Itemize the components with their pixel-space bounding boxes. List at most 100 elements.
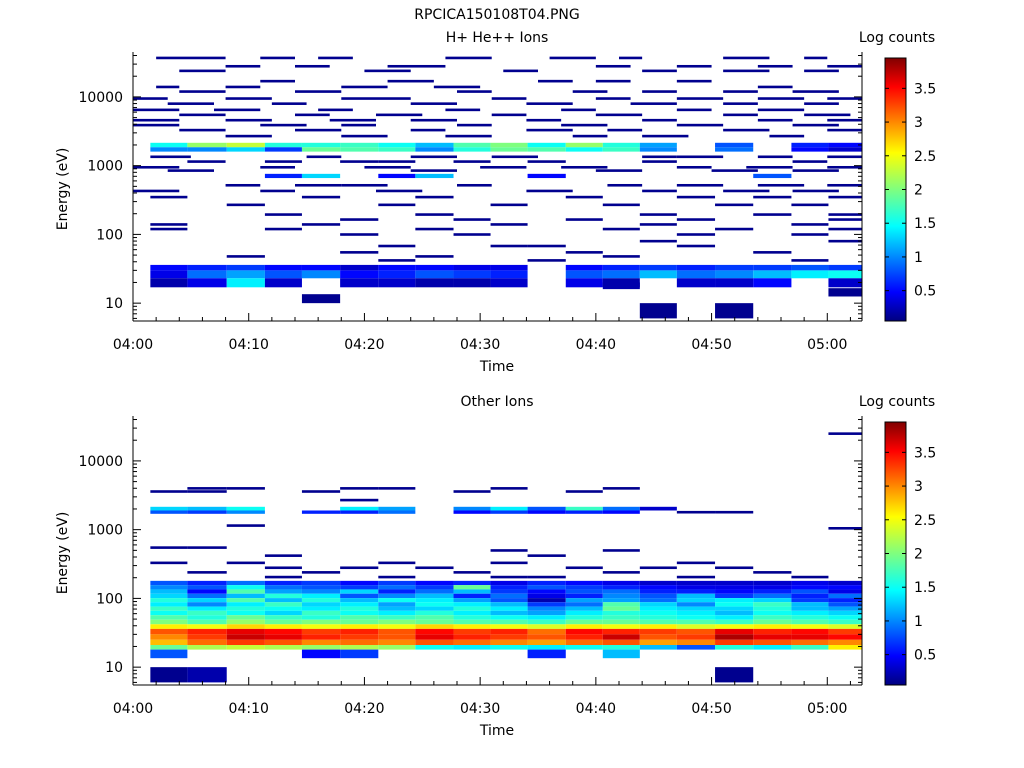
- heatmap-cell: [565, 589, 603, 594]
- x-tick-label: 04:20: [344, 701, 384, 717]
- energy-trace: [792, 123, 839, 127]
- heatmap-cell: [676, 598, 716, 603]
- energy-trace: [410, 118, 457, 122]
- energy-trace: [715, 227, 754, 231]
- heatmap-cell: [264, 173, 302, 179]
- colorbar-tick-label: 3: [914, 479, 923, 495]
- heatmap-cell: [828, 580, 862, 586]
- heatmap-cell: [565, 644, 603, 650]
- heatmap-cell: [264, 628, 302, 635]
- heatmap-cell: [264, 598, 302, 603]
- heatmap-cell: [676, 264, 716, 271]
- heatmap-cell: [602, 282, 640, 290]
- heatmap-cell: [753, 589, 792, 594]
- heatmap-cell: [415, 628, 454, 635]
- energy-trace: [301, 490, 341, 493]
- energy-trace: [150, 195, 188, 199]
- energy-trace: [792, 160, 828, 163]
- heatmap-cell: [527, 593, 566, 599]
- heatmap-cell: [301, 510, 341, 514]
- energy-trace: [187, 571, 227, 574]
- energy-trace: [595, 169, 643, 172]
- heatmap-cell: [150, 589, 188, 594]
- heatmap-cell: [226, 589, 265, 594]
- heatmap-cell: [753, 598, 792, 603]
- energy-trace: [723, 69, 770, 73]
- heatmap-cell: [187, 585, 227, 590]
- heatmap-cell: [527, 598, 566, 603]
- heatmap-cell: [453, 264, 491, 271]
- heatmap-cell: [226, 602, 265, 607]
- energy-trace: [538, 79, 573, 83]
- colorbar-tick-label: 3.5: [914, 445, 936, 461]
- heatmap-cell: [527, 510, 566, 514]
- heatmap-cell: [828, 619, 862, 625]
- heatmap-cell: [791, 610, 829, 616]
- heatmap-cell: [150, 506, 188, 511]
- heatmap-cell: [565, 278, 603, 288]
- heatmap-cell: [150, 598, 188, 603]
- energy-trace: [150, 223, 188, 226]
- heatmap-cell: [490, 506, 528, 511]
- energy-trace: [453, 233, 491, 236]
- panel-other-ions: Other Ions Log counts Energy (eV) Time 0…: [55, 394, 936, 739]
- heatmap-cell: [187, 264, 227, 271]
- heatmap-cell: [150, 278, 188, 288]
- heatmap-cell: [264, 615, 302, 620]
- heatmap-cell: [602, 644, 640, 650]
- heatmap-cell: [715, 264, 754, 271]
- energy-trace: [753, 251, 792, 254]
- heatmap-cell: [828, 278, 862, 288]
- heatmap-cell: [828, 264, 862, 271]
- heatmap-cell: [828, 644, 862, 650]
- energy-trace: [445, 56, 492, 60]
- energy-trace: [415, 213, 454, 216]
- heatmap-cell: [340, 619, 379, 625]
- energy-trace: [490, 549, 528, 552]
- heatmap-cell: [226, 585, 265, 590]
- heatmap-cell: [340, 593, 379, 599]
- energy-trace: [410, 155, 457, 159]
- heatmap-cell: [301, 615, 341, 620]
- heatmap-cell: [378, 589, 416, 594]
- heatmap-cell: [378, 615, 416, 620]
- energy-trace: [187, 490, 227, 493]
- heatmap-cell: [602, 610, 640, 616]
- heatmap-cell: [453, 610, 491, 616]
- heatmap-cell: [340, 634, 379, 640]
- heatmap-cell: [527, 634, 566, 640]
- y-tick-label: 10000: [78, 90, 123, 106]
- heatmap-cell: [490, 606, 528, 611]
- heatmap-cell: [639, 615, 677, 620]
- y-tick-label: 100: [96, 227, 123, 243]
- heatmap-cell: [340, 142, 379, 148]
- heatmap-cell: [187, 619, 227, 625]
- energy-trace: [804, 102, 839, 105]
- heatmap-cell: [753, 270, 792, 279]
- energy-trace: [792, 90, 839, 93]
- energy-trace: [828, 432, 862, 435]
- energy-trace: [639, 239, 677, 243]
- x-tick-label: 05:00: [807, 701, 847, 717]
- colorbar-label: Log counts: [859, 30, 935, 46]
- heatmap-cell: [150, 142, 188, 148]
- energy-trace: [364, 69, 411, 73]
- heatmap-cell: [676, 644, 716, 650]
- energy-trace: [150, 561, 188, 565]
- heatmap-cell: [415, 270, 454, 279]
- energy-trace: [457, 123, 492, 127]
- energy-trace: [457, 90, 492, 93]
- energy-trace: [340, 233, 379, 236]
- heatmap-cell: [340, 506, 379, 511]
- heatmap-cell: [639, 619, 677, 625]
- heatmap-cell: [565, 619, 603, 625]
- energy-trace: [676, 64, 712, 68]
- heatmap-cell: [226, 610, 265, 616]
- heatmap-cell: [453, 580, 491, 586]
- heatmap-cell: [150, 619, 188, 625]
- energy-trace: [723, 189, 770, 193]
- heatmap-cell: [453, 606, 491, 611]
- energy-trace: [260, 123, 307, 127]
- heatmap-cell: [490, 589, 528, 594]
- energy-trace: [167, 102, 214, 105]
